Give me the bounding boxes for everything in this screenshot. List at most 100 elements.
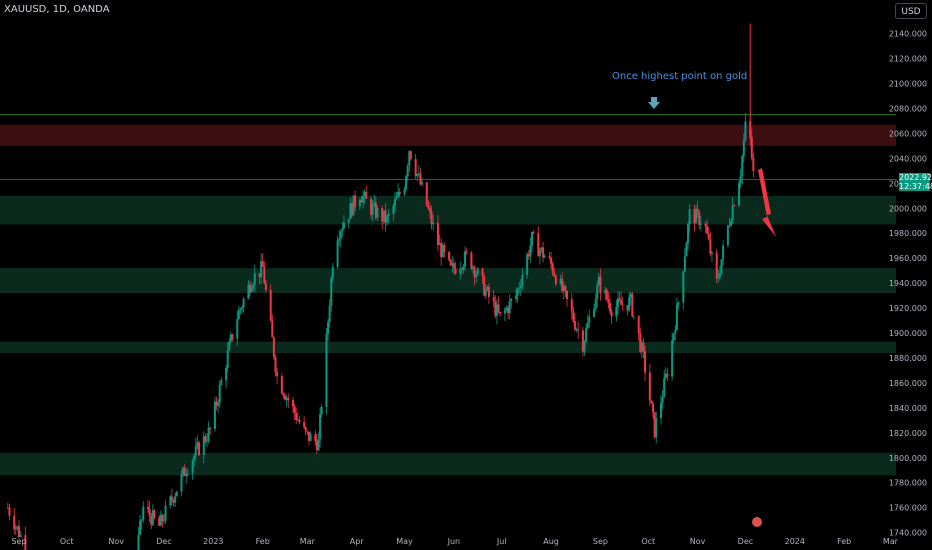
candle-body bbox=[303, 422, 306, 428]
candle-body bbox=[483, 276, 486, 296]
candle-body bbox=[564, 285, 567, 291]
candle-body bbox=[543, 256, 546, 258]
candle-body bbox=[733, 205, 736, 207]
y-tick-label: 1780.000 bbox=[889, 479, 927, 488]
y-tick-label: 2000.000 bbox=[889, 204, 927, 213]
currency-button[interactable]: USD bbox=[895, 3, 927, 19]
candle-body bbox=[607, 299, 610, 304]
candle-body bbox=[315, 440, 318, 451]
candle-body bbox=[231, 334, 234, 339]
candle-body bbox=[629, 293, 632, 298]
candle-body bbox=[653, 412, 656, 438]
candle-body bbox=[363, 191, 366, 197]
zone-support bbox=[0, 341, 896, 353]
candle-body bbox=[365, 191, 368, 199]
candle-body bbox=[237, 310, 240, 320]
candle-body bbox=[597, 276, 600, 285]
candle-body bbox=[374, 202, 377, 218]
candle-body bbox=[661, 397, 664, 403]
candle-body bbox=[170, 496, 173, 501]
candle-body bbox=[354, 195, 357, 207]
candle-body bbox=[631, 293, 634, 317]
candle-body bbox=[538, 250, 541, 257]
candle-body bbox=[675, 304, 678, 330]
candle-body bbox=[393, 199, 396, 207]
candle-body bbox=[247, 284, 250, 299]
x-tick-label: Oct bbox=[641, 537, 655, 546]
candle-body bbox=[739, 176, 742, 184]
candle-body bbox=[575, 329, 578, 331]
candle-body bbox=[215, 401, 218, 406]
candle-body bbox=[715, 252, 718, 279]
candle-body bbox=[516, 288, 519, 296]
candle-body bbox=[339, 231, 342, 239]
candle-body bbox=[271, 320, 274, 338]
zones-layer bbox=[0, 124, 896, 476]
candle-body bbox=[14, 527, 17, 530]
time-axis[interactable]: Sep Oct Nov Dec 2023 Feb Mar Apr May Jun Jul Aug Sep… bbox=[11, 537, 898, 546]
y-tick-label: 1800.000 bbox=[889, 454, 927, 463]
candle-body bbox=[642, 342, 645, 351]
candle-body bbox=[148, 508, 151, 517]
candle-body bbox=[677, 302, 680, 305]
candle-body bbox=[510, 298, 513, 301]
y-tick-label: 2040.000 bbox=[889, 154, 927, 163]
candle-body bbox=[640, 342, 643, 352]
candle-body bbox=[338, 238, 341, 241]
candle-body bbox=[225, 367, 228, 381]
candle-body bbox=[519, 285, 522, 288]
candle-body bbox=[252, 284, 255, 289]
candle-body bbox=[162, 520, 165, 522]
candle-body bbox=[414, 159, 417, 177]
candle-body bbox=[174, 496, 177, 503]
candle-body bbox=[409, 151, 412, 160]
candle-body bbox=[293, 406, 296, 414]
candle-body bbox=[269, 289, 272, 321]
candle-body bbox=[682, 271, 685, 303]
candle-body bbox=[153, 510, 156, 518]
y-tick-label: 1920.000 bbox=[889, 304, 927, 313]
candle-body bbox=[499, 311, 502, 314]
x-tick-label: 2023 bbox=[203, 537, 223, 546]
zone-support bbox=[0, 195, 896, 225]
x-tick-label: Jun bbox=[447, 537, 461, 546]
candle-body bbox=[218, 384, 221, 403]
candle-body bbox=[19, 535, 22, 538]
candle-body bbox=[408, 151, 411, 166]
candle-body bbox=[605, 289, 608, 300]
candle-body bbox=[573, 321, 576, 330]
x-tick-label: Sep bbox=[11, 537, 26, 546]
candle-body bbox=[475, 274, 478, 278]
candle-body bbox=[298, 419, 301, 423]
candle-body bbox=[205, 441, 208, 443]
candle-body bbox=[325, 334, 328, 407]
candle-body bbox=[198, 442, 201, 455]
red-down-arrow bbox=[758, 168, 776, 237]
candle-body bbox=[151, 510, 154, 525]
price-axis[interactable]: 2140.000 2120.000 2100.000 2080.000 2060.000… bbox=[889, 30, 927, 538]
candle-body bbox=[752, 157, 755, 172]
candle-body bbox=[593, 309, 596, 317]
candle-body bbox=[287, 397, 290, 401]
candle-body bbox=[226, 350, 229, 368]
zone-support bbox=[0, 268, 896, 294]
candle-body bbox=[373, 202, 376, 205]
candle-body bbox=[731, 205, 734, 222]
candle-body bbox=[628, 297, 631, 311]
candle-body bbox=[264, 283, 267, 290]
y-tick-label: 2140.000 bbox=[889, 30, 927, 39]
y-tick-label: 1980.000 bbox=[889, 229, 927, 238]
candle-body bbox=[527, 254, 530, 257]
candle-body bbox=[553, 272, 556, 277]
candle-body bbox=[671, 340, 674, 377]
candle-body bbox=[258, 273, 261, 278]
candle-body bbox=[387, 213, 390, 217]
candle-body bbox=[350, 203, 353, 216]
candle-body bbox=[242, 298, 245, 308]
candle-body bbox=[320, 406, 323, 415]
candle-body bbox=[542, 247, 545, 258]
candle-body bbox=[261, 261, 264, 267]
candles-layer bbox=[6, 23, 755, 550]
candle-body bbox=[644, 350, 647, 373]
